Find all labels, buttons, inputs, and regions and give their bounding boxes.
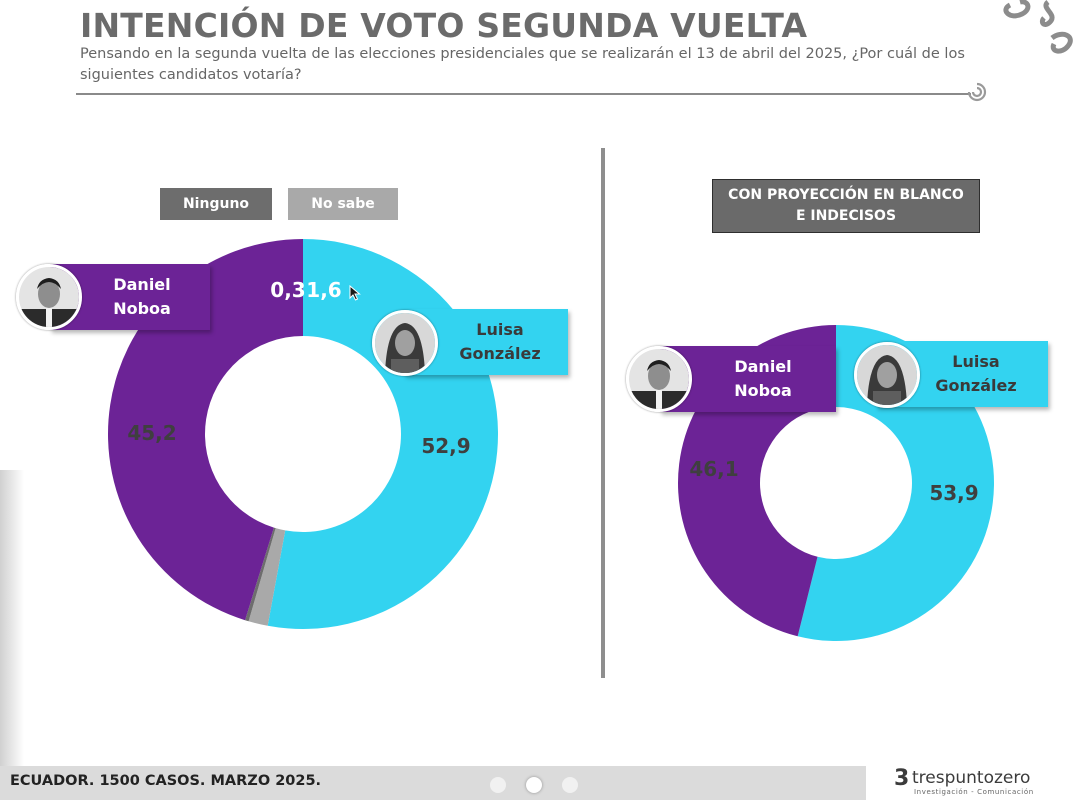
carousel-dot-3[interactable] <box>562 777 578 793</box>
swirl-icon <box>967 82 987 102</box>
edge-shadow <box>0 470 24 770</box>
brand-swirl-icon <box>1003 0 1073 54</box>
candidate-name-gonzalez-projection: Luisa González <box>935 352 1017 395</box>
page-subtitle: Pensando en la segunda vuelta de las ele… <box>80 46 965 83</box>
carousel-dots <box>490 777 578 793</box>
projection-title: CON PROYECCIÓN EN BLANCO E INDECISOS <box>712 179 980 233</box>
chart-divider <box>601 148 605 678</box>
carousel-dot-1[interactable] <box>490 777 506 793</box>
value-label-noboa: 45,2 <box>127 421 176 445</box>
page-title: INTENCIÓN DE VOTO SEGUNDA VUELTA <box>80 6 808 45</box>
mouse-cursor-icon <box>349 285 361 301</box>
noboa-avatar-icon-projection <box>626 346 692 412</box>
brand-logo: 3 trespuntozero Investigación - Comunica… <box>894 766 1044 800</box>
legend-no-sabe: No sabe <box>288 188 398 220</box>
slice-noboa <box>107 239 303 621</box>
value-label-gonzalez: 52,9 <box>421 434 470 458</box>
candidate-name-gonzalez: Luisa González <box>459 320 541 363</box>
gonzalez-avatar-icon <box>372 310 438 376</box>
footer-bar: ECUADOR. 1500 CASOS. MARZO 2025. <box>0 766 866 800</box>
logo-3-icon: 3 <box>894 766 910 791</box>
value-label-ninguno: 0,3 <box>270 278 305 302</box>
legend-ninguno: Ninguno <box>160 188 272 220</box>
value-label-gonzalez-projection: 53,9 <box>929 481 978 505</box>
gonzalez-avatar-icon-projection <box>854 342 920 408</box>
candidate-name-noboa: Daniel Noboa <box>113 275 171 318</box>
logo-name: trespuntozero <box>912 768 1031 788</box>
value-label-no-sabe: 1,6 <box>306 278 341 302</box>
noboa-avatar-icon <box>16 264 82 330</box>
slice-ninguno <box>245 527 276 622</box>
slice-no-sabe <box>248 528 286 626</box>
logo-tagline: Investigación - Comunicación <box>914 788 1034 796</box>
header-rule <box>76 93 971 95</box>
carousel-dot-2[interactable] <box>526 777 542 793</box>
footer-text: ECUADOR. 1500 CASOS. MARZO 2025. <box>10 773 322 789</box>
candidate-name-noboa-projection: Daniel Noboa <box>734 357 792 400</box>
value-label-noboa-projection: 46,1 <box>689 457 738 481</box>
